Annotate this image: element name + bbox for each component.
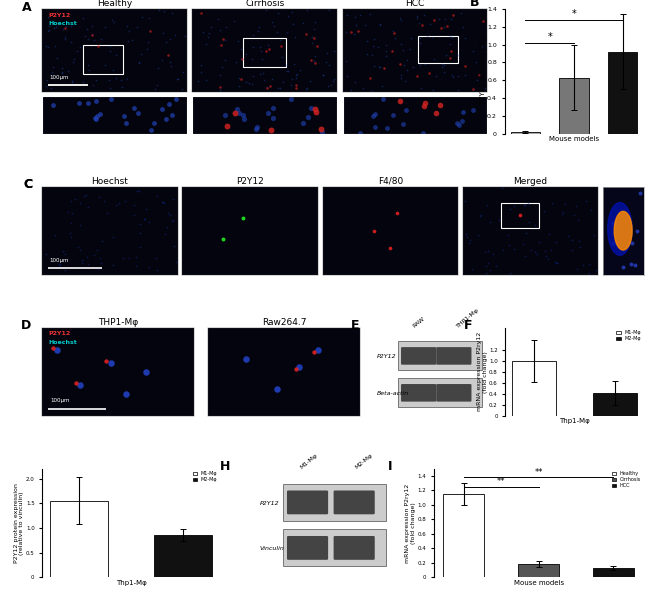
- Point: [629, 71, 639, 80]
- X-axis label: Mouse models: Mouse models: [514, 580, 564, 586]
- Point: [614, 177, 624, 187]
- Circle shape: [614, 211, 632, 250]
- Point: [255, 140, 265, 150]
- Text: **: **: [497, 477, 506, 486]
- Bar: [593, 393, 637, 416]
- Text: D: D: [21, 319, 31, 332]
- Point: [607, 4, 618, 13]
- Point: [294, 11, 304, 21]
- Point: [514, 0, 524, 8]
- Text: B: B: [470, 0, 479, 10]
- Legend: Healthy, Cirrhosis, HCC: Healthy, Cirrhosis, HCC: [612, 471, 641, 488]
- Title: Hoechst: Hoechst: [92, 177, 129, 186]
- Bar: [512, 361, 556, 416]
- Point: [612, 173, 622, 183]
- Bar: [398, 378, 482, 407]
- Point: [314, 186, 324, 196]
- Bar: [155, 536, 212, 577]
- Y-axis label: P2Y12 protein expression
(relative to vinculin): P2Y12 protein expression (relative to vi…: [14, 483, 25, 563]
- X-axis label: Thp1-Mφ: Thp1-Mφ: [116, 580, 146, 586]
- Bar: [560, 77, 589, 134]
- Point: [140, 38, 151, 48]
- Text: C: C: [23, 178, 32, 191]
- Point: [593, 7, 604, 17]
- Text: 100μm: 100μm: [49, 258, 68, 263]
- Title: THP1-Mφ: THP1-Mφ: [98, 318, 138, 327]
- Text: F: F: [464, 319, 473, 332]
- Text: Hoechst: Hoechst: [48, 340, 77, 345]
- Point: [571, 100, 582, 109]
- FancyBboxPatch shape: [287, 490, 328, 514]
- Text: M2-Mφ: M2-Mφ: [354, 452, 374, 470]
- Text: P2Y12: P2Y12: [376, 354, 396, 359]
- Text: C: C: [23, 178, 32, 191]
- Point: [465, 96, 475, 106]
- Text: 100μm: 100μm: [50, 399, 70, 403]
- Bar: [608, 52, 637, 134]
- Text: Beta-actin: Beta-actin: [376, 391, 409, 396]
- Text: RAW: RAW: [411, 316, 426, 328]
- Title: Raw264.7: Raw264.7: [262, 318, 306, 327]
- Text: THP1-Mφ: THP1-Mφ: [456, 307, 481, 328]
- Point: [510, 61, 521, 71]
- Text: Vinculin: Vinculin: [259, 546, 285, 552]
- Point: [451, 4, 462, 13]
- Title: P2Y12: P2Y12: [236, 177, 264, 186]
- Text: P2Y12: P2Y12: [259, 501, 279, 506]
- Point: [458, 87, 469, 97]
- Title: F4/80: F4/80: [378, 177, 403, 186]
- Point: [417, 71, 427, 81]
- Y-axis label: P2Y12 staining (%): P2Y12 staining (%): [479, 38, 486, 104]
- Text: P2Y12: P2Y12: [48, 13, 70, 18]
- Legend: M1-Mφ, M2-Mφ: M1-Mφ, M2-Mφ: [616, 330, 641, 341]
- Title: Cirrhosis: Cirrhosis: [245, 0, 284, 8]
- Text: H: H: [220, 460, 230, 473]
- Text: M1-Mφ: M1-Mφ: [299, 452, 318, 470]
- Text: E: E: [350, 319, 359, 332]
- Text: I: I: [387, 460, 392, 473]
- Title: Healthy: Healthy: [97, 0, 132, 8]
- Bar: [518, 564, 559, 577]
- Bar: [283, 484, 385, 521]
- Point: [313, 42, 324, 51]
- FancyBboxPatch shape: [436, 347, 471, 365]
- Text: **: **: [534, 468, 543, 477]
- Y-axis label: mRNA expression P2ry12
(fold change): mRNA expression P2ry12 (fold change): [477, 332, 488, 411]
- Point: [572, 42, 582, 52]
- Bar: [398, 341, 482, 370]
- FancyBboxPatch shape: [333, 536, 375, 560]
- Y-axis label: mRNA expression P2ry12
(fold change): mRNA expression P2ry12 (fold change): [405, 483, 416, 563]
- FancyBboxPatch shape: [436, 384, 471, 402]
- FancyBboxPatch shape: [333, 490, 375, 514]
- Title: Merged: Merged: [514, 177, 547, 186]
- Bar: [593, 568, 634, 577]
- Text: P2Y12: P2Y12: [48, 331, 71, 336]
- X-axis label: Mouse models: Mouse models: [549, 136, 599, 142]
- Title: HCC: HCC: [405, 0, 424, 8]
- X-axis label: Thp1-Mφ: Thp1-Mφ: [559, 418, 590, 424]
- Point: [512, 21, 522, 31]
- Text: 100μm: 100μm: [49, 75, 69, 80]
- FancyBboxPatch shape: [401, 384, 436, 402]
- Circle shape: [608, 202, 632, 255]
- Bar: [443, 494, 484, 577]
- FancyBboxPatch shape: [287, 536, 328, 560]
- Point: [192, 2, 203, 11]
- Text: A: A: [22, 1, 32, 14]
- Point: [519, 127, 529, 136]
- Text: Hoechst: Hoechst: [48, 21, 77, 26]
- Point: [265, 126, 276, 135]
- Point: [638, 124, 648, 134]
- Legend: M1-Mφ, M2-Mφ: M1-Mφ, M2-Mφ: [192, 471, 217, 482]
- Point: [465, 123, 475, 133]
- FancyBboxPatch shape: [401, 347, 436, 365]
- Bar: [50, 501, 107, 577]
- Point: [580, 44, 590, 54]
- Text: *: *: [571, 9, 577, 18]
- Text: *: *: [547, 32, 552, 42]
- Bar: [511, 132, 540, 134]
- Point: [486, 26, 497, 36]
- Bar: [283, 530, 385, 566]
